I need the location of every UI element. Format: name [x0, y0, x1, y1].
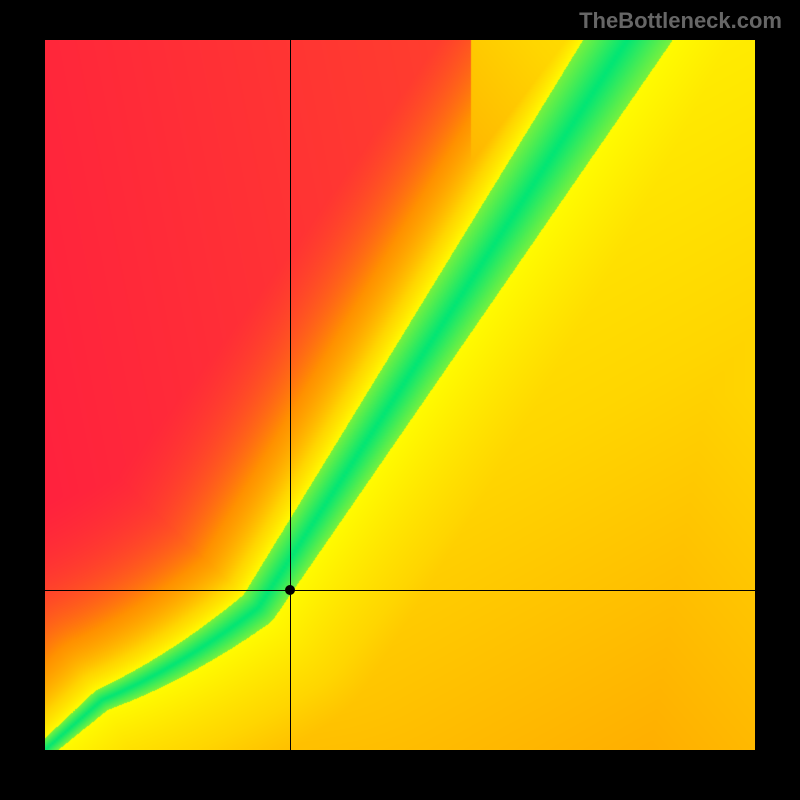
crosshair-horizontal: [45, 590, 755, 591]
heatmap-plot: [45, 40, 755, 750]
watermark-text: TheBottleneck.com: [579, 8, 782, 34]
crosshair-vertical: [290, 40, 291, 750]
chart-container: TheBottleneck.com: [0, 0, 800, 800]
heatmap-canvas: [45, 40, 755, 750]
crosshair-marker: [285, 585, 295, 595]
